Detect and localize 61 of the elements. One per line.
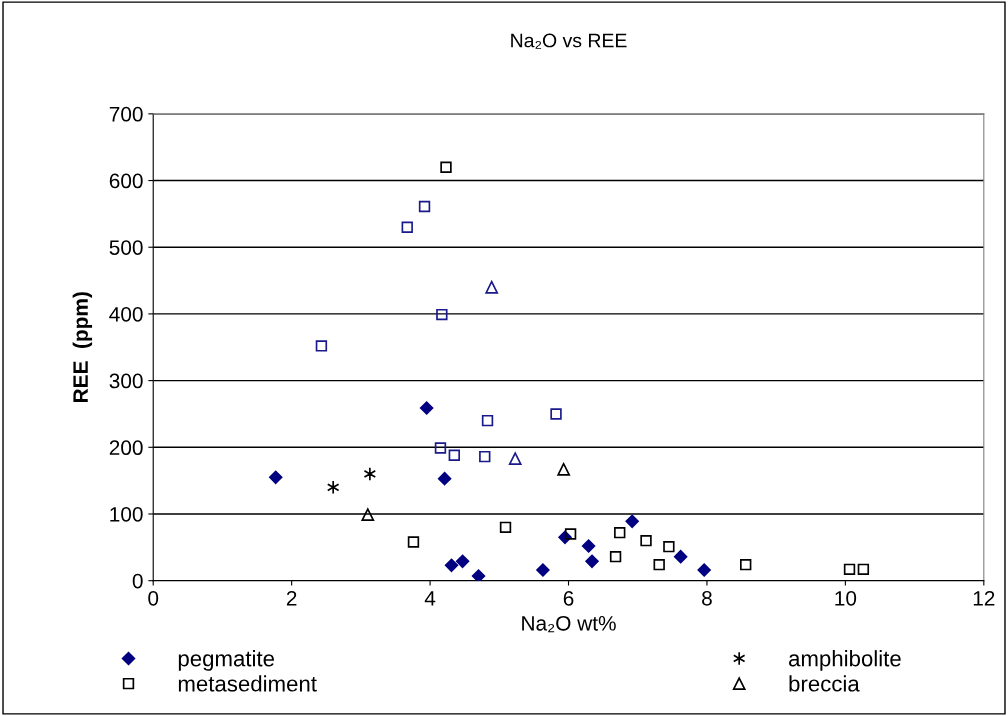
y-tick-label: 200 <box>109 440 143 456</box>
x-tick-label: 12 <box>973 590 995 606</box>
point <box>419 401 434 415</box>
point <box>614 526 626 539</box>
point <box>557 462 571 476</box>
y-tick-label: 100 <box>110 506 143 522</box>
x-tick-label: 2 <box>286 590 297 606</box>
x-tick-label: 8 <box>702 590 712 606</box>
point <box>843 563 856 576</box>
y-tick-label: 600 <box>109 173 143 189</box>
legend-label: amphibolite <box>789 650 901 671</box>
y-tick-label: 500 <box>109 240 143 255</box>
point <box>479 450 491 463</box>
point <box>550 408 562 420</box>
point <box>663 540 675 553</box>
y-tick-label: 0 <box>132 573 143 589</box>
point <box>697 563 711 577</box>
point <box>418 200 431 213</box>
point <box>434 442 447 454</box>
point <box>653 558 665 571</box>
point <box>471 569 486 581</box>
point <box>481 414 494 427</box>
point <box>436 308 448 321</box>
point <box>269 470 283 485</box>
x-tick-label: 0 <box>148 590 159 606</box>
point <box>499 521 512 534</box>
x-tick-label: 4 <box>424 591 436 606</box>
point <box>508 452 522 466</box>
point <box>581 539 596 553</box>
x-tick-label: 6 <box>563 590 574 606</box>
y-axis-title: REE (ppm) <box>72 292 93 402</box>
point <box>536 563 550 577</box>
legend-label: pegmatite <box>178 650 274 671</box>
point <box>407 536 420 548</box>
y-tick-label: 300 <box>109 373 143 389</box>
point <box>440 161 452 173</box>
legend-label: metasediment <box>178 675 317 692</box>
point <box>444 558 459 573</box>
point <box>857 563 870 576</box>
point <box>640 534 652 547</box>
point <box>455 554 470 569</box>
point <box>401 221 413 233</box>
point <box>485 280 499 294</box>
point <box>564 528 577 540</box>
point <box>361 508 375 522</box>
x-tick-label: 10 <box>835 590 857 606</box>
point <box>609 550 622 563</box>
point <box>673 549 688 564</box>
point <box>625 514 639 529</box>
point <box>585 554 599 569</box>
chart-title: Na₂O vs REE <box>511 33 627 49</box>
point <box>448 449 461 461</box>
legend-label: breccia <box>789 675 860 692</box>
point <box>326 480 340 495</box>
point <box>315 340 328 352</box>
y-tick-label: 400 <box>109 306 143 322</box>
point <box>437 471 452 486</box>
y-tick-label: 700 <box>109 106 143 122</box>
x-axis-title: Na₂O wt% <box>522 615 616 633</box>
point <box>740 558 752 571</box>
point <box>363 466 377 482</box>
